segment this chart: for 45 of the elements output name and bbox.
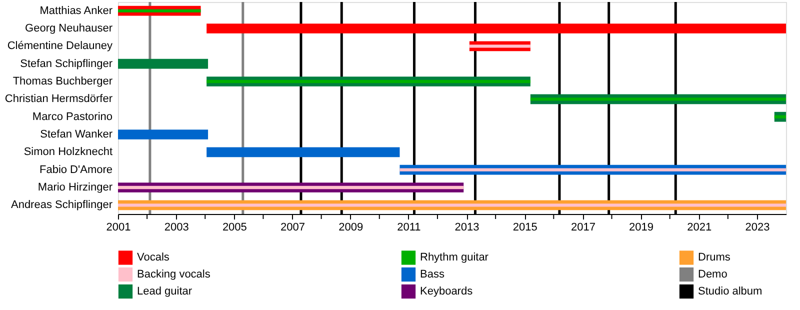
x-tick-label: 2019 [629,222,654,234]
bar [400,168,786,172]
y-tick-label: Marco Pastorino [32,110,112,123]
y-tick-label: Mario Hirzinger [38,182,113,194]
bar [530,98,786,101]
y-tick-label: Stefan Wanker [40,128,113,140]
x-tick-label: 2017 [570,222,596,234]
x-tick-label: 2005 [222,222,247,234]
legend-label: Keyboards [420,286,474,298]
legend-label: Rhythm guitar [420,252,489,264]
x-tick-label: 2023 [745,222,770,234]
x-tick-label: 2011 [397,222,421,234]
y-tick-label: Fabio D'Amore [39,164,112,176]
bar [206,80,530,84]
bar [206,24,786,34]
x-tick-label: 2013 [454,222,480,234]
y-tick-label: Christian Hermsdörfer [4,93,113,106]
x-tick-label: 2015 [512,222,538,234]
x-tick-label: 2007 [280,222,306,234]
y-tick-label: Clémentine Delauney [7,40,113,52]
bar [118,186,464,190]
bar [118,204,786,207]
bar [118,130,208,140]
y-tick-label: Andreas Schipflinger [10,199,113,212]
x-tick-label: 2001 [106,222,131,234]
bar [118,58,208,69]
y-tick-label: Georg Neuhauser [25,22,113,34]
y-tick-label: Thomas Buchberger [12,76,113,88]
legend-label: Bass [420,268,445,280]
bar [118,9,201,12]
y-tick-label: Matthias Anker [40,4,113,17]
bar [774,115,786,118]
y-tick-label: Stefan Schipflinger [20,58,113,70]
legend-label: Backing vocals [137,268,211,280]
x-tick-label: 2003 [164,222,189,234]
legend-label: Drums [698,252,731,264]
bar [206,147,400,158]
x-tick-label: 2021 [687,222,712,234]
legend-label: Vocals [137,252,170,264]
legend-label: Studio album [698,286,762,298]
bar [469,44,530,48]
legend-label: Demo [698,268,728,280]
legend-label: Lead guitar [137,286,192,298]
y-tick-label: Simon Holzknecht [24,146,112,158]
x-tick-label: 2009 [338,222,364,234]
